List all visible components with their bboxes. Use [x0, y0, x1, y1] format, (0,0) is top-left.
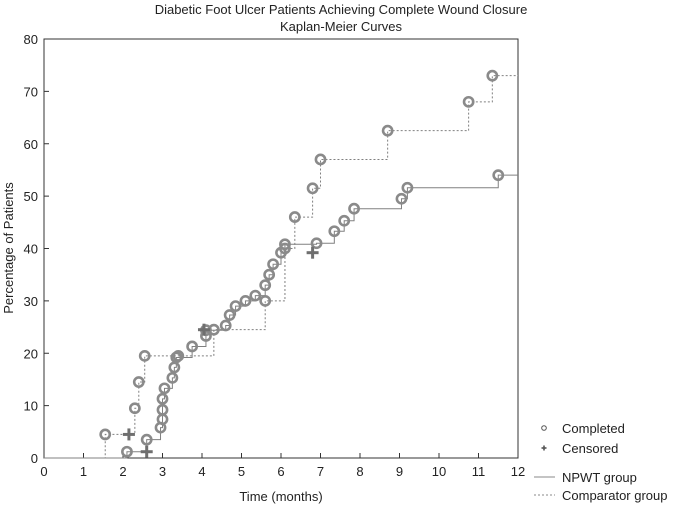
npwt-completed-point: [310, 237, 323, 250]
npwt-censored-point: [140, 445, 153, 458]
legend-comparator-label: Comparator group: [562, 488, 668, 503]
series-markers: [99, 69, 505, 458]
legend-npwt-label: NPWT group: [562, 470, 637, 485]
npwt-completed-point: [338, 214, 351, 227]
npwt-completed-point: [219, 319, 232, 332]
npwt-completed-point: [395, 192, 408, 205]
y-tick-label: 60: [24, 137, 38, 152]
npwt-completed-point: [328, 225, 341, 238]
comparator-completed-point: [259, 294, 272, 307]
legend-censored-marker: [541, 445, 547, 451]
npwt-completed-point: [229, 300, 242, 313]
x-tick-label: 2: [119, 464, 126, 479]
npwt-completed-point: [156, 403, 169, 416]
chart-subtitle: Kaplan-Meier Curves: [280, 19, 403, 34]
comparator-completed-point: [279, 242, 291, 255]
legend-completed-label: Completed: [562, 421, 625, 436]
x-tick-label: 10: [432, 464, 446, 479]
npwt-completed-point: [166, 371, 179, 384]
comparator-completed-point: [306, 182, 319, 195]
x-tick-label: 4: [198, 464, 205, 479]
y-tick-label: 70: [24, 84, 38, 99]
npwt-completed-point: [263, 268, 276, 281]
comparator-completed-point: [314, 153, 327, 166]
x-tick-label: 8: [356, 464, 363, 479]
comparator-censored-point: [197, 323, 210, 336]
series-lines: [44, 75, 518, 459]
comparator-completed-point: [132, 376, 145, 388]
legend-censored-label: Censored: [562, 441, 618, 456]
comparator-completed-point: [138, 349, 151, 362]
npwt-completed-point: [492, 169, 505, 182]
comparator-completed-point: [172, 349, 185, 362]
x-tick-label: 9: [396, 464, 403, 479]
x-tick-label: 0: [40, 464, 47, 479]
y-tick-label: 10: [24, 399, 38, 414]
comparator-completed-point: [288, 211, 301, 223]
npwt-completed-point: [200, 330, 212, 342]
npwt-completed-point: [279, 238, 291, 251]
comparator-completed-point: [462, 95, 475, 108]
npwt-completed-point: [156, 392, 169, 405]
npwt-completed-point: [186, 340, 199, 353]
chart-title: Diabetic Foot Ulcer Patients Achieving C…: [155, 2, 528, 17]
npwt-censored-point: [306, 246, 319, 259]
comparator-censored-point: [122, 428, 135, 441]
y-tick-label: 0: [31, 451, 38, 466]
x-tick-label: 6: [277, 464, 284, 479]
x-tick-label: 1: [80, 464, 87, 479]
legend: Completed Censored NPWT group Comparator…: [534, 421, 668, 503]
x-tick-label: 7: [317, 464, 324, 479]
comparator-survival-line: [44, 75, 518, 459]
npwt-completed-point: [140, 433, 153, 446]
comparator-completed-point: [486, 69, 499, 82]
y-tick-label: 30: [24, 294, 38, 309]
legend-completed-marker: [541, 425, 547, 431]
npwt-completed-point: [267, 258, 279, 271]
y-axis-label: Percentage of Patients: [1, 182, 16, 314]
x-axis-label: Time (months): [239, 489, 322, 504]
npwt-completed-point: [121, 445, 133, 458]
comparator-completed-point: [381, 124, 394, 137]
npwt-completed-point: [239, 294, 252, 307]
npwt-completed-point: [401, 181, 414, 194]
x-tick-label: 5: [238, 464, 245, 479]
comparator-completed-point: [99, 428, 112, 441]
npwt-completed-point: [259, 279, 272, 292]
x-tick-label: 3: [159, 464, 166, 479]
x-tick-label: 12: [511, 464, 525, 479]
y-tick-label: 80: [24, 32, 38, 47]
npwt-survival-line: [44, 174, 518, 459]
x-tick-label: 11: [472, 464, 486, 479]
y-tick-label: 40: [24, 242, 38, 257]
npwt-completed-point: [249, 289, 262, 302]
y-tick-label: 50: [24, 189, 38, 204]
npwt-completed-point: [223, 309, 236, 321]
npwt-completed-point: [348, 202, 360, 215]
npwt-completed-point: [158, 382, 171, 395]
y-tick-label: 20: [24, 346, 38, 361]
comparator-completed-point: [128, 402, 141, 415]
